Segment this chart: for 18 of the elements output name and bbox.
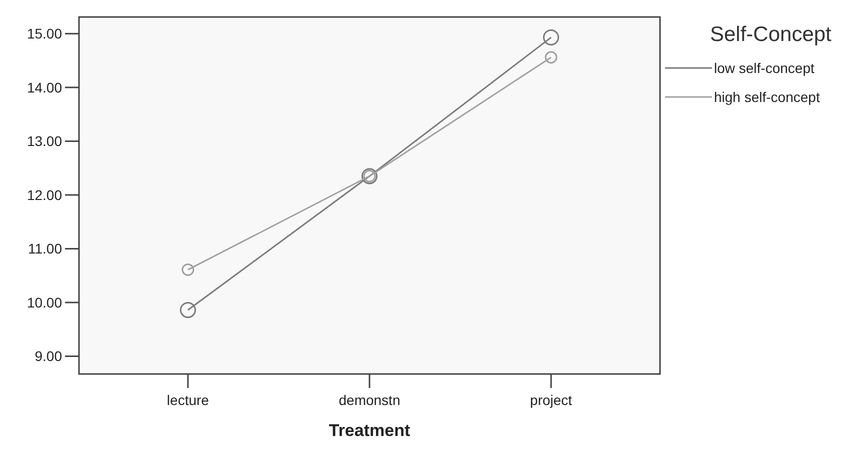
y-tick-label: 13.00 <box>26 133 62 150</box>
y-tick-label: 10.00 <box>26 294 62 310</box>
x-tick-label: lecture <box>166 392 210 408</box>
x-axis-title: Treatment <box>328 421 410 440</box>
point <box>543 29 560 46</box>
legend-label: high self-concept <box>714 88 820 105</box>
legend-label: low self-concept <box>714 60 814 76</box>
y-tick-label: 15.00 <box>26 26 62 42</box>
y-tick-label: 11.00 <box>28 240 62 257</box>
y-tick-label: 9.00 <box>34 348 62 364</box>
point <box>180 302 196 318</box>
legend-title: Self-Concept <box>710 23 832 46</box>
point <box>544 51 558 64</box>
x-tick-label: demonstn <box>338 392 400 408</box>
point <box>182 263 194 276</box>
y-tick-label: 12.00 <box>26 186 62 203</box>
y-tick-label: 14.00 <box>26 79 62 96</box>
x-tick-label: project <box>530 392 572 408</box>
